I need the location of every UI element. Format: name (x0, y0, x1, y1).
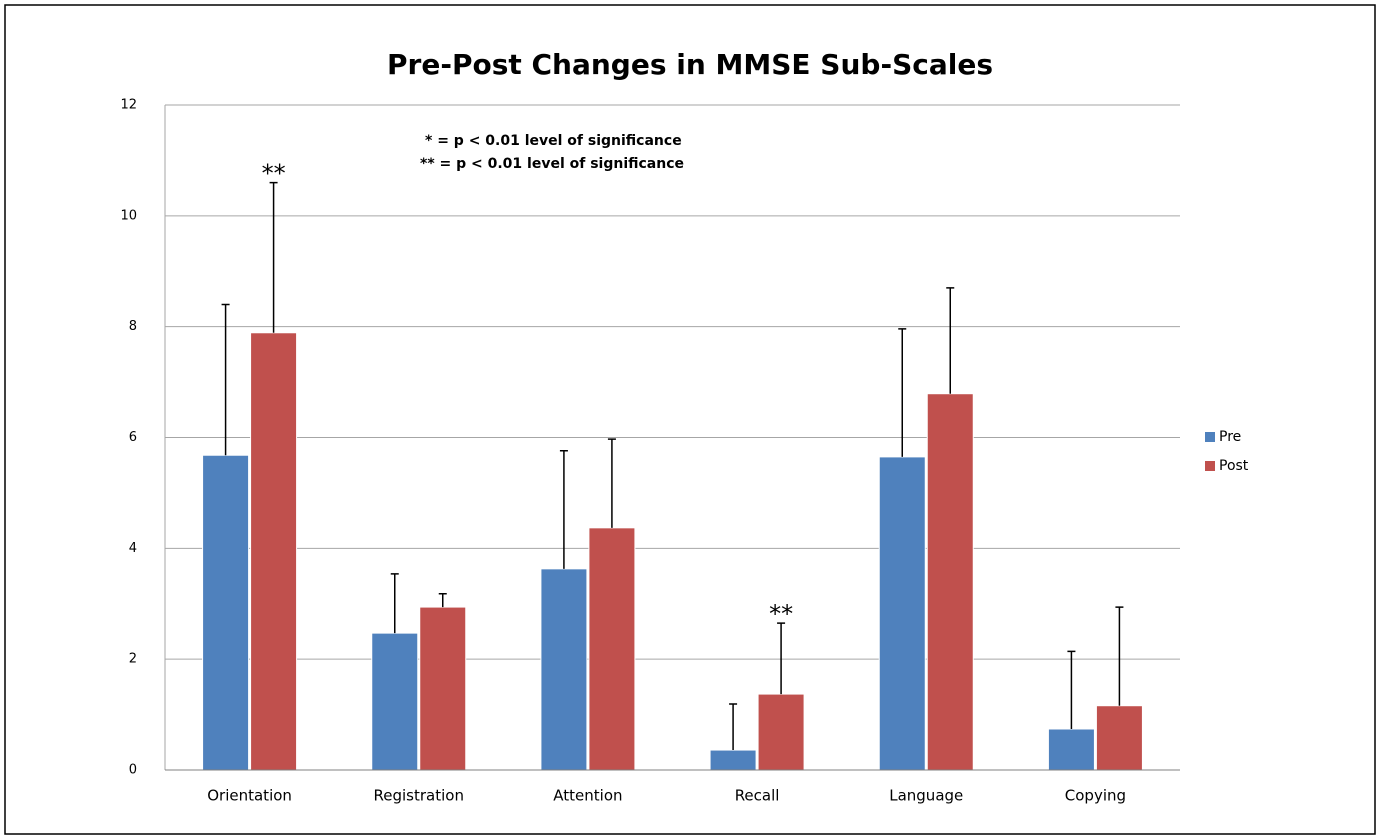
bar (878, 456, 926, 771)
error-bar (1067, 650, 1076, 729)
y-tick-label: 10 (120, 208, 137, 223)
error-bar (559, 450, 568, 569)
significance-marker: ** (769, 600, 793, 628)
legend-swatch (1205, 432, 1215, 442)
bar (540, 568, 588, 771)
y-tick-label: 12 (120, 98, 137, 113)
error-bar (390, 573, 399, 634)
error-bar (1115, 606, 1124, 706)
legend-swatch (1205, 461, 1215, 471)
bar (757, 693, 805, 771)
bar (588, 527, 636, 771)
x-tick-label: Recall (735, 787, 780, 805)
bar (202, 454, 250, 771)
y-tick-label: 8 (129, 319, 137, 334)
chart-title: Pre-Post Changes in MMSE Sub-Scales (387, 48, 993, 81)
bar (419, 606, 467, 771)
frame (4, 4, 1376, 835)
x-tick-label: Language (889, 787, 963, 805)
bar (709, 749, 757, 771)
error-bar (946, 287, 955, 394)
bar (1047, 728, 1095, 771)
y-tick-label: 0 (129, 763, 137, 778)
legend-label: Post (1219, 458, 1249, 474)
note: ** = p < 0.01 level of significance (420, 156, 684, 172)
y-tick-label: 6 (129, 430, 137, 445)
x-tick-label: Registration (374, 787, 464, 805)
bar (926, 393, 974, 771)
error-bar (438, 593, 447, 608)
x-tick-label: Attention (553, 787, 622, 805)
error-bar (729, 703, 738, 751)
x-tick-label: Orientation (207, 787, 292, 805)
error-bar (607, 438, 616, 528)
y-tick-label: 4 (129, 541, 137, 556)
bar (371, 632, 419, 771)
error-bar (898, 328, 907, 457)
bar (1095, 705, 1143, 771)
significance-marker: ** (262, 160, 286, 188)
note: * = p < 0.01 level of significance (425, 133, 682, 149)
error-bar (777, 622, 786, 695)
bar (250, 332, 298, 771)
legend-label: Pre (1219, 429, 1241, 445)
y-tick-label: 2 (129, 652, 137, 667)
error-bar (269, 181, 278, 333)
error-bar (221, 303, 230, 456)
x-tick-label: Copying (1065, 787, 1126, 805)
